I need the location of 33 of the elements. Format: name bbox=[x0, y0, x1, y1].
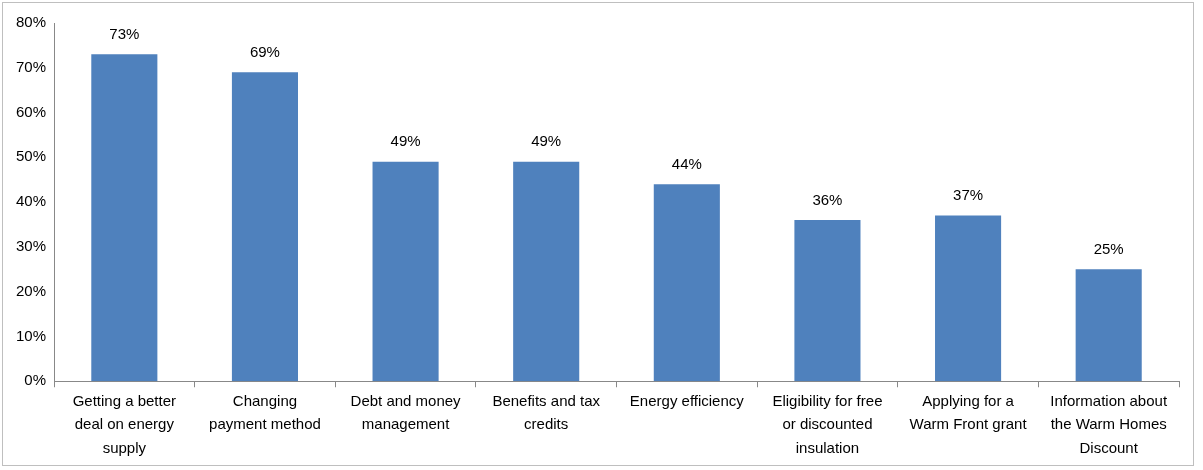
bar bbox=[513, 161, 580, 382]
bar bbox=[91, 54, 158, 382]
x-tick-label: Getting a better deal on energy supply bbox=[72, 392, 177, 456]
y-tick-label: 30% bbox=[15, 237, 47, 255]
x-tick-label: Changing payment method bbox=[209, 392, 321, 433]
data-label: 73% bbox=[109, 24, 140, 42]
x-tick-label: Applying for a Warm Front grant bbox=[909, 392, 1028, 433]
x-tick-label: Eligibility for free or discounted insulation bbox=[772, 392, 883, 456]
y-tick-label: 20% bbox=[15, 281, 47, 299]
y-tick-label: 0% bbox=[24, 371, 47, 389]
bar bbox=[935, 215, 1002, 382]
bar bbox=[372, 161, 439, 382]
data-label: 37% bbox=[953, 186, 984, 204]
y-tick-label: 40% bbox=[15, 192, 47, 210]
bar bbox=[1075, 269, 1142, 382]
bar bbox=[794, 220, 861, 382]
x-tick-label: Debt and money management bbox=[350, 392, 462, 433]
data-label: 69% bbox=[249, 42, 280, 60]
bar bbox=[653, 184, 720, 382]
data-label: 25% bbox=[1093, 239, 1124, 257]
y-tick-label: 70% bbox=[15, 57, 47, 75]
y-tick-label: 60% bbox=[15, 102, 47, 120]
y-tick-label: 50% bbox=[15, 147, 47, 165]
data-label: 36% bbox=[812, 190, 843, 208]
x-tick-label: Energy efficiency bbox=[629, 392, 745, 410]
bar bbox=[231, 72, 298, 382]
x-tick-label: Information about the Warm Homes Discount bbox=[1050, 392, 1168, 456]
y-tick-label: 80% bbox=[15, 13, 47, 31]
data-label: 49% bbox=[531, 132, 562, 150]
y-tick-label: 10% bbox=[15, 326, 47, 344]
data-label: 49% bbox=[390, 132, 421, 150]
data-label: 44% bbox=[671, 154, 702, 172]
x-tick-label: Benefits and tax credits bbox=[492, 392, 601, 433]
